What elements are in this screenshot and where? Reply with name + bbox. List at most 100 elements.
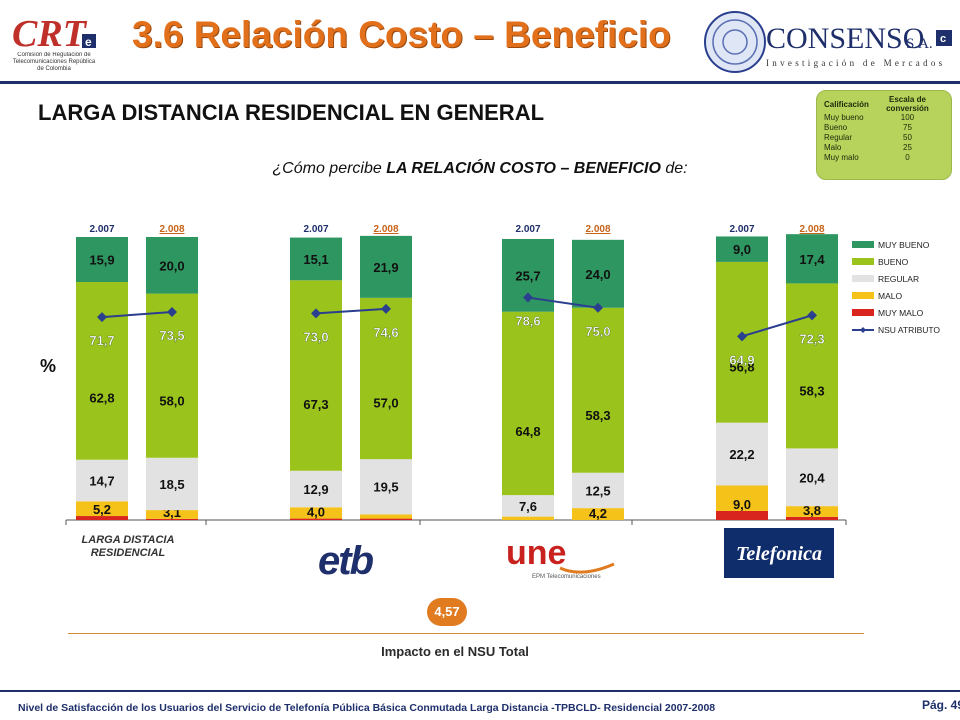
data-label-regular: 7,6 <box>519 499 537 514</box>
nsu-line <box>315 307 387 315</box>
nsu-data-label: 75,0 <box>585 324 610 339</box>
bar-segment-malo <box>572 508 624 520</box>
data-label-regular: 12,5 <box>585 483 610 498</box>
data-label-muy-bueno: 21,9 <box>373 260 398 275</box>
scale-row-label: Muy malo <box>824 153 859 162</box>
scale-header-rating: Calificación <box>824 99 869 109</box>
impact-rule <box>68 633 864 634</box>
bar-segment-malo <box>146 510 198 519</box>
data-label-malo: 3,8 <box>803 503 821 518</box>
group-label-larga-distancia: LARGA DISTACIA RESIDENCIAL <box>81 534 175 559</box>
bar-segment-bueno <box>76 281 128 460</box>
data-label-regular: 19,5 <box>373 480 398 495</box>
nsu-point <box>807 310 817 321</box>
nsu-point <box>523 292 533 303</box>
bar-segment-muy-bueno <box>76 237 128 282</box>
bar-segment-bueno <box>716 261 768 423</box>
bar-segment-muy-malo <box>786 516 838 520</box>
consenso-suffix: S.A. <box>906 36 933 52</box>
etb-logo: etb <box>316 536 380 583</box>
scale-row-value: 75 <box>903 123 912 132</box>
consenso-name: CONSENSO <box>766 22 924 55</box>
conversion-scale-table: Calificación Escala de conversión Muy bu… <box>816 90 952 180</box>
data-label-muy-bueno: 24,0 <box>585 267 610 282</box>
telefonica-logo-text: Telefonica <box>736 543 822 565</box>
scale-row-value: 25 <box>903 143 912 152</box>
data-label-muy-bueno: 17,4 <box>799 252 825 267</box>
nsu-line <box>101 310 173 319</box>
scale-row-label: Regular <box>824 133 853 142</box>
year-label: 2.008 <box>159 224 184 235</box>
header-rule <box>0 81 960 84</box>
une-logo: une EPM Telecomunicaciones <box>502 534 622 580</box>
data-label-malo: 4,0 <box>307 505 325 520</box>
bar-segment-muy-malo <box>146 518 198 520</box>
legend-swatch-muy-bueno <box>852 241 874 248</box>
page-title: 3.6 Relación Costo – Beneficio <box>132 14 671 55</box>
legend-label-regular: REGULAR <box>878 274 919 284</box>
data-label-bueno: 56,8 <box>729 359 754 374</box>
bar-segment-regular <box>572 472 624 509</box>
nsu-data-label: 71,7 <box>89 333 114 348</box>
bar-segment-regular <box>146 457 198 511</box>
bar-segment-regular <box>290 470 342 508</box>
data-label-regular: 12,9 <box>303 482 328 497</box>
etb-logo-text: etb <box>318 539 374 580</box>
impact-label: Impacto en el NSU Total <box>381 644 529 659</box>
data-label-malo: 5,2 <box>93 502 111 517</box>
bar-segment-regular <box>786 448 838 507</box>
year-label: 2.008 <box>373 224 398 235</box>
scale-header-conversion: Escala de conversión <box>886 95 929 113</box>
nsu-point <box>311 308 321 319</box>
year-label: 2.007 <box>89 224 114 235</box>
legend-label-muy-malo: MUY MALO <box>878 308 924 318</box>
bar-segment-muy-malo <box>76 516 128 520</box>
data-label-bueno: 58,0 <box>159 393 184 408</box>
nsu-data-label: 64,9 <box>729 352 754 367</box>
bar-segment-muy-bueno <box>786 234 838 284</box>
data-label-bueno: 57,0 <box>373 396 398 411</box>
bar-segment-bueno <box>360 297 412 460</box>
footer-rule <box>0 690 960 692</box>
data-label-bueno: 62,8 <box>89 391 114 406</box>
bar-segment-muy-bueno <box>360 235 412 298</box>
year-label: 2.007 <box>303 224 328 235</box>
year-label: 2.008 <box>799 224 824 235</box>
legend-swatch-regular <box>852 275 874 282</box>
nsu-point <box>167 306 177 317</box>
data-label-regular: 22,2 <box>729 447 754 462</box>
data-label-regular: 18,5 <box>159 477 184 492</box>
nsu-impact-badge: 4,57 <box>427 598 467 626</box>
une-logo-text: une <box>506 534 566 572</box>
footer-text: Nivel de Satisfacción de los Usuarios de… <box>18 702 716 714</box>
svg-text:e: e <box>85 35 92 49</box>
bar-segment-regular <box>360 459 412 515</box>
legend-swatch-bueno <box>852 258 874 265</box>
telefonica-logo: Telefonica <box>724 528 834 578</box>
bar-segment-regular <box>716 422 768 486</box>
consenso-logo: CONSENSO S.A. c Investigación de Mercado… <box>700 6 956 76</box>
nsu-line <box>741 314 813 338</box>
bar-segment-bueno <box>502 311 554 496</box>
nsu-data-label: 73,5 <box>159 328 184 343</box>
data-label-malo: 4,2 <box>589 506 607 521</box>
bar-segment-bueno <box>786 283 838 449</box>
nsu-line <box>527 296 599 309</box>
year-label: 2.008 <box>585 224 610 235</box>
data-label-bueno: 58,3 <box>585 408 610 423</box>
data-label-muy-bueno: 15,9 <box>89 252 114 267</box>
data-label-bueno: 67,3 <box>303 397 328 412</box>
svg-text:c: c <box>940 33 946 45</box>
crt-logo: CRT e Comisión de Regulación de Telecomu… <box>8 8 100 82</box>
nsu-data-label: 74,6 <box>373 325 398 340</box>
crt-logo-caption: Comisión de Regulación de Telecomunicaci… <box>12 52 96 72</box>
crt-logo-text: CRT <box>12 13 88 55</box>
stacked-bar-chart: 5,214,762,815,92.0073,118,558,020,02.008… <box>65 224 940 525</box>
bar-segment-malo <box>786 506 838 517</box>
nsu-point <box>381 303 391 314</box>
scale-row-label: Bueno <box>824 123 848 132</box>
legend-label-bueno: BUENO <box>878 257 909 267</box>
bar-segment-bueno <box>572 307 624 473</box>
consenso-tagline: Investigación de Mercados <box>766 58 945 68</box>
nsu-data-label: 78,6 <box>515 314 540 329</box>
